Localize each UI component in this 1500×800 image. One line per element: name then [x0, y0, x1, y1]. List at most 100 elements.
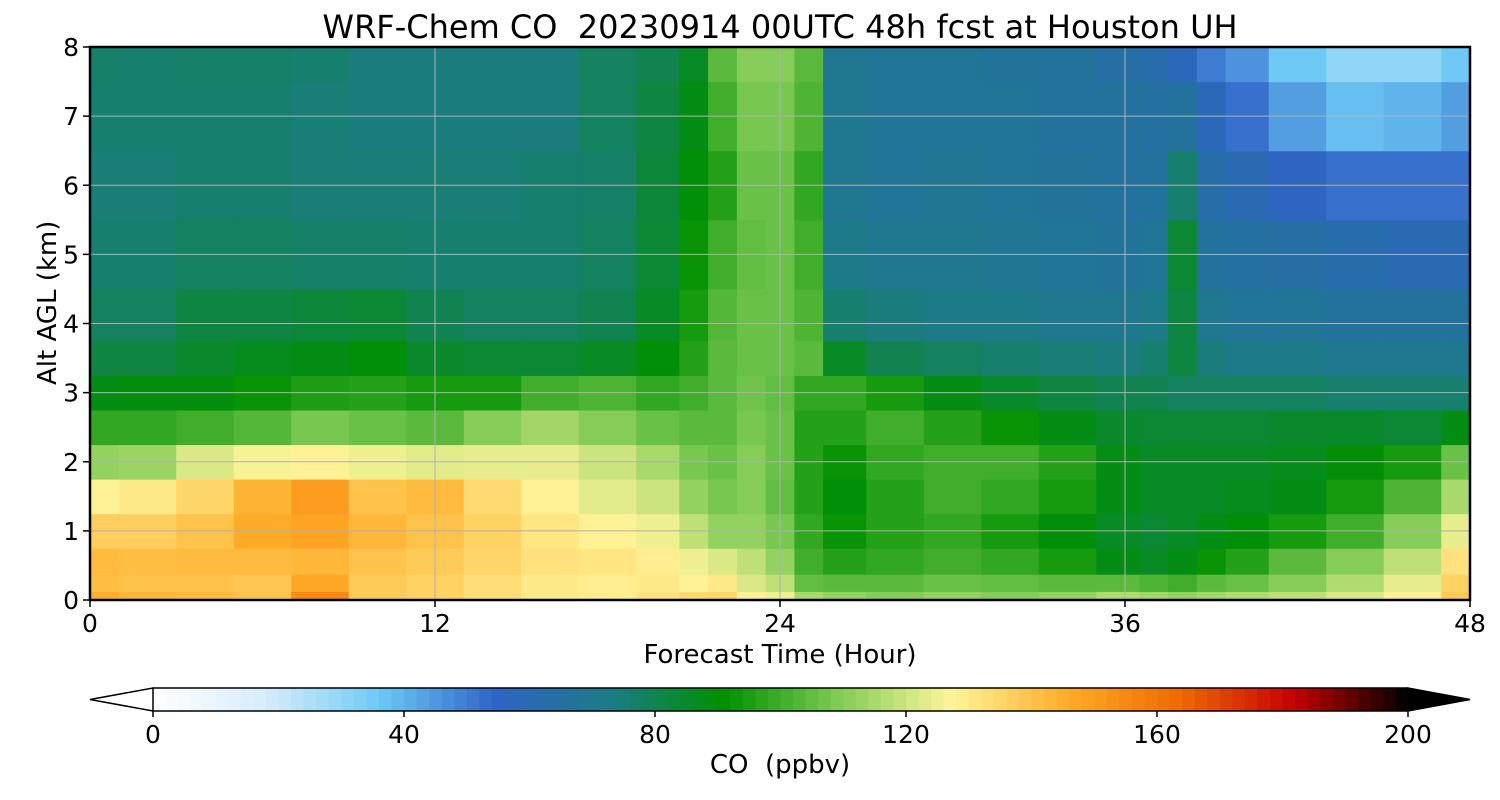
- colorbar-swatch: [893, 688, 907, 711]
- heatmap-cell: [866, 47, 925, 83]
- heatmap-cell: [636, 288, 680, 342]
- heatmap-cell: [866, 548, 925, 575]
- colorbar-swatch: [1232, 688, 1246, 711]
- x-tick-label: 12: [419, 609, 451, 638]
- colorbar-swatch: [680, 688, 694, 711]
- heatmap-cell: [1326, 47, 1385, 83]
- heatmap-cell: [291, 288, 350, 342]
- heatmap-cell: [176, 340, 235, 376]
- heatmap-cell: [118, 340, 177, 376]
- heatmap-cell: [521, 340, 580, 376]
- y-tick-label: 6: [63, 171, 79, 200]
- heatmap-cell: [636, 409, 680, 446]
- colorbar-swatch: [529, 688, 543, 711]
- heatmap-cell: [1225, 288, 1270, 342]
- heatmap-cell: [981, 591, 1040, 601]
- heatmap-cell: [118, 574, 177, 592]
- heatmap-cell: [1196, 591, 1227, 601]
- colorbar-swatch: [1018, 688, 1032, 711]
- heatmap-cell: [823, 591, 867, 601]
- heatmap-cell: [176, 574, 235, 592]
- colorbar-swatch: [567, 688, 581, 711]
- heatmap-cell: [823, 47, 867, 83]
- colorbar-swatch: [1244, 688, 1258, 711]
- x-tick-label: 24: [764, 609, 796, 638]
- heatmap-cell: [823, 479, 867, 515]
- colorbar-swatch: [1106, 688, 1120, 711]
- colorbar-tick-label: 80: [639, 720, 671, 749]
- heatmap-cell: [736, 574, 767, 592]
- colorbar-swatch: [868, 688, 882, 711]
- heatmap-cell: [823, 288, 867, 342]
- colorbar-swatch: [1307, 688, 1321, 711]
- heatmap-cell: [981, 340, 1040, 376]
- heatmap-cell: [1038, 548, 1097, 575]
- heatmap-cell: [679, 591, 709, 601]
- heatmap-cell: [1441, 340, 1471, 376]
- heatmap-cell: [1096, 548, 1140, 575]
- colorbar-swatch: [1144, 688, 1158, 711]
- y-tick-label: 8: [63, 33, 79, 62]
- heatmap-cell: [348, 47, 407, 83]
- colorbar-swatch: [906, 688, 920, 711]
- heatmap-cell: [291, 548, 350, 575]
- heatmap-cell: [1441, 574, 1471, 592]
- heatmap-cell: [1268, 288, 1327, 342]
- heatmap-cell: [1168, 591, 1198, 601]
- heatmap-cell: [1383, 591, 1442, 601]
- colorbar-swatch: [1219, 688, 1233, 711]
- heatmap-cell: [578, 591, 637, 601]
- heatmap-cell: [233, 574, 292, 592]
- heatmap-cell: [736, 479, 767, 515]
- heatmap-cell: [348, 574, 407, 592]
- colorbar-swatch: [617, 688, 631, 711]
- colorbar-swatch: [880, 688, 894, 711]
- heatmap-cell: [1268, 340, 1327, 376]
- colorbar-swatch: [918, 688, 932, 711]
- colorbar-ticks: 0 40 80 120 160 200: [145, 711, 1432, 749]
- heatmap-cell: [1168, 288, 1198, 342]
- heatmap-cell: [521, 47, 580, 83]
- heatmap-cell: [1096, 288, 1140, 342]
- heatmap-cell: [794, 340, 824, 376]
- heatmap-cell: [291, 591, 350, 601]
- y-ticks: 0 1 2 3 4 5 6 7 8: [63, 33, 90, 615]
- heatmap-cell: [291, 47, 350, 83]
- heatmap-cell: [736, 288, 767, 342]
- heatmap-cell: [1383, 574, 1442, 592]
- x-axis-label: Forecast Time (Hour): [643, 640, 917, 670]
- heatmap-cell: [463, 548, 522, 575]
- colorbar-swatch: [165, 688, 179, 711]
- heatmap-cell: [1196, 409, 1227, 446]
- heatmap-cell: [291, 340, 350, 376]
- heatmap-cell: [866, 340, 925, 376]
- heatmap-cell: [348, 340, 407, 376]
- heatmap-cell: [1168, 340, 1198, 376]
- colorbar-swatch: [642, 688, 656, 711]
- colorbar-swatch: [692, 688, 706, 711]
- colorbar-swatch: [516, 688, 530, 711]
- colorbar: [89, 687, 1471, 712]
- heatmap-cell: [679, 340, 709, 376]
- heatmap-cell: [1225, 409, 1270, 446]
- heatmap-cell: [636, 574, 680, 592]
- colorbar-tick-label: 120: [882, 720, 930, 749]
- heatmap-cell: [1268, 591, 1327, 601]
- heatmap-cell: [233, 548, 292, 575]
- heatmap-cell: [90, 340, 120, 376]
- colorbar-swatch: [203, 688, 217, 711]
- colorbar-swatch: [742, 688, 756, 711]
- heatmap-cell: [1196, 479, 1227, 515]
- heatmap-cell: [1168, 479, 1198, 515]
- heatmap-cell: [1383, 479, 1442, 515]
- heatmap-cell: [1038, 591, 1097, 601]
- heatmap-cell: [679, 288, 709, 342]
- colorbar-swatch: [1395, 688, 1409, 711]
- heatmap-cell: [1168, 47, 1198, 83]
- heatmap-cell: [708, 548, 738, 575]
- heatmap-cell: [679, 574, 709, 592]
- heatmap-cell: [463, 47, 522, 83]
- heatmap-cell: [981, 548, 1040, 575]
- colorbar-swatch: [1119, 688, 1133, 711]
- heatmap-cell: [981, 288, 1040, 342]
